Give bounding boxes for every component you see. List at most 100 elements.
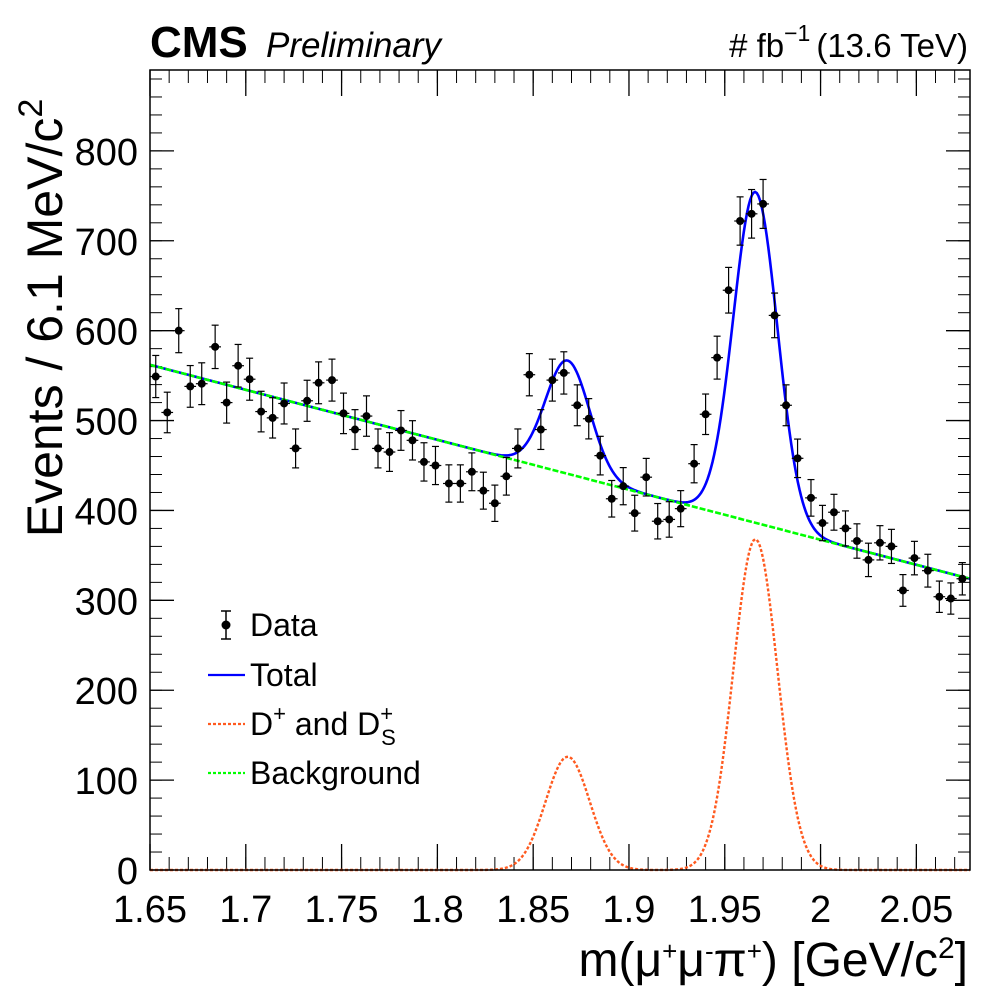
data-point-marker	[351, 425, 359, 434]
legend-data-marker	[221, 610, 231, 640]
lumi-prefix: # fb	[729, 27, 784, 64]
x-tick-label: 2	[810, 889, 831, 931]
y-tick-label: 300	[75, 581, 138, 623]
data-point	[546, 358, 559, 402]
legend-label-background: Background	[250, 755, 421, 791]
data-point	[326, 358, 338, 402]
data-point-marker	[841, 524, 850, 533]
y-tick-label: 600	[75, 312, 138, 354]
legend-label-data: Data	[250, 607, 318, 643]
data-point	[734, 196, 746, 246]
data-point	[255, 390, 267, 433]
y-tick-label: 700	[75, 222, 138, 264]
data-point	[628, 494, 641, 532]
data-point	[780, 384, 792, 427]
data-point	[745, 188, 758, 239]
data-point-marker	[408, 436, 417, 445]
data-point	[862, 542, 875, 578]
data-point-marker	[910, 554, 919, 563]
data-point	[395, 409, 407, 451]
data-point	[172, 308, 185, 354]
data-point-marker	[701, 410, 710, 419]
data-point-marker	[257, 407, 266, 416]
data-point-marker	[958, 574, 967, 583]
data-point-marker	[946, 594, 955, 603]
data-point-marker	[419, 457, 428, 466]
data-point-marker	[431, 461, 440, 470]
total-curve	[149, 190, 971, 581]
data-point-marker	[818, 519, 827, 528]
data-point	[617, 467, 630, 506]
data-point-marker	[898, 586, 907, 595]
data-point	[466, 452, 478, 492]
data-point	[816, 504, 829, 542]
data-point-marker	[619, 482, 628, 491]
x-tick-label: 1.65	[113, 889, 187, 931]
data-point-marker	[513, 444, 522, 453]
data-point-marker	[314, 378, 323, 387]
data-point-marker	[923, 566, 932, 575]
x-tick-label: 2.05	[879, 889, 953, 931]
data-point	[897, 573, 909, 607]
data-point	[594, 435, 607, 476]
data-point-marker	[782, 401, 791, 410]
data-point	[418, 442, 430, 482]
data-point	[383, 432, 396, 473]
data-point-marker	[759, 199, 768, 208]
y-tick-labels: 0 100 200 300 400 500 600 700 800	[75, 132, 138, 893]
x-axis-label: m(μ+μ-π+) [GeV/c2]	[578, 932, 968, 987]
data-point	[640, 457, 653, 497]
lumi-exponent: −1	[784, 20, 810, 46]
data-point	[220, 381, 233, 424]
data-point-marker	[536, 425, 545, 434]
data-point	[372, 428, 384, 469]
data-point	[711, 335, 723, 380]
data-point-marker	[724, 286, 733, 295]
data-point-marker	[548, 376, 557, 385]
data-point	[851, 523, 863, 559]
y-tick-label: 500	[75, 402, 138, 444]
data-point-marker	[385, 448, 394, 457]
data-point-marker	[444, 479, 453, 488]
data-point	[956, 561, 969, 596]
data-point	[429, 445, 442, 486]
data-point-marker	[770, 311, 779, 320]
data-point-marker	[793, 454, 802, 463]
data-point	[839, 510, 852, 547]
data-point-marker	[268, 413, 277, 422]
data-point-marker	[653, 517, 662, 526]
data-point	[874, 525, 886, 561]
data-point-marker	[467, 467, 476, 476]
data-point-marker	[245, 375, 254, 384]
data-point	[406, 420, 419, 461]
data-point	[500, 456, 513, 496]
y-axis-label-main: Events / 6.1 MeV/c	[17, 118, 73, 538]
data-point	[209, 324, 221, 370]
data-point	[289, 428, 302, 469]
data-point	[944, 582, 957, 615]
data-point	[828, 493, 840, 531]
data-point-marker	[234, 361, 243, 370]
data-point	[454, 464, 467, 503]
cms-label: CMS	[150, 18, 248, 67]
data-point-marker	[502, 472, 511, 481]
legend-label-signal: D+ and D+ S	[250, 701, 396, 750]
data-point	[512, 428, 524, 469]
data-point-marker	[163, 408, 172, 417]
data-point	[184, 364, 197, 408]
data-point-marker	[396, 426, 405, 435]
data-point	[523, 353, 536, 397]
data-point	[349, 409, 361, 451]
data-point-marker	[642, 473, 651, 482]
data-point	[922, 553, 934, 588]
data-point	[571, 384, 584, 427]
energy-label: (13.6 TeV)	[816, 27, 968, 64]
data-point-marker	[584, 414, 593, 423]
x-tick-label: 1.85	[496, 889, 570, 931]
data-point-marker	[525, 370, 534, 379]
data-point	[768, 292, 781, 339]
data-point-marker	[362, 412, 371, 421]
data-point-marker	[736, 217, 745, 226]
data-point-marker	[339, 409, 348, 418]
